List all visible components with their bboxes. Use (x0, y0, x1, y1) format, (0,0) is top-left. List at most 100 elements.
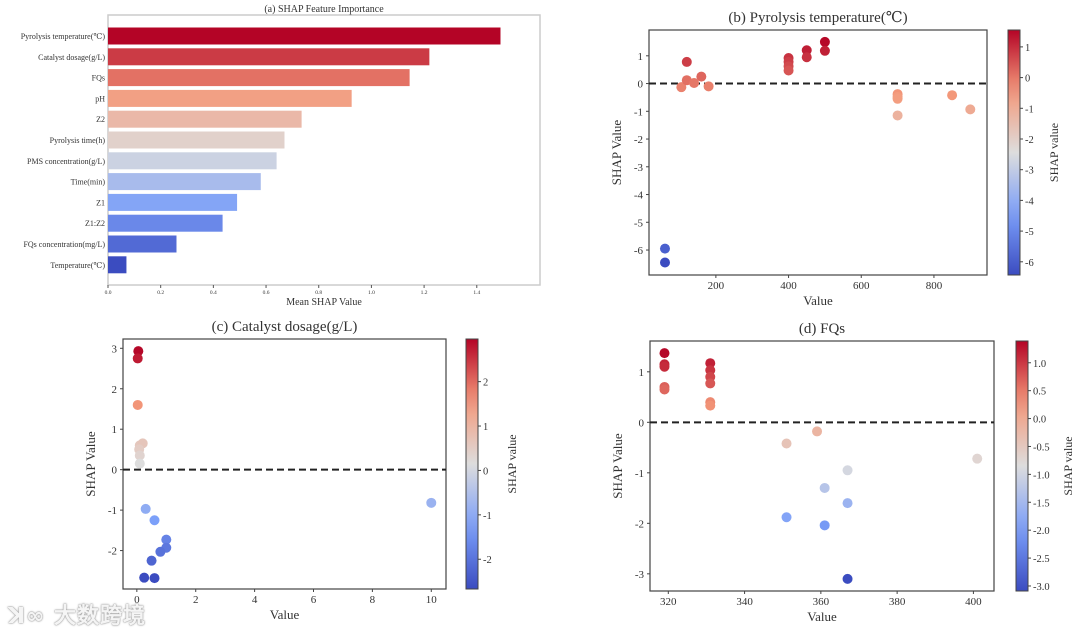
category-label: Pyrolysis temperature(℃) (21, 32, 106, 41)
x-tick-label-a: 0.8 (315, 290, 322, 296)
data-point-d (819, 520, 830, 531)
y-axis-label-b: SHAP Value (609, 120, 624, 186)
data-point-b (819, 45, 830, 56)
colorbar-tick-label-d: -2.5 (1033, 554, 1050, 565)
category-label: Temperature(℃) (50, 261, 105, 270)
category-label: Catalyst dosage(g/L) (38, 53, 105, 62)
category-label: pH (95, 94, 105, 103)
x-tick-label-c: 2 (193, 594, 199, 606)
colorbar-tick-label-d: -3.0 (1033, 582, 1050, 593)
bar-8 (108, 193, 238, 211)
x-tick-label-a: 1.2 (421, 290, 428, 296)
x-tick-label-d: 400 (965, 596, 982, 608)
y-tick-label-b: -2 (634, 134, 643, 146)
colorbar-tick-label-d: -1.0 (1033, 470, 1050, 481)
chart-title-a: (a) SHAP Feature Importance (264, 4, 384, 15)
y-tick-label-b: 1 (638, 51, 644, 63)
data-point-b (681, 56, 692, 67)
data-point-c (161, 534, 172, 545)
data-point-b (801, 52, 812, 63)
data-point-b (892, 93, 903, 104)
x-tick-label-a: 1.0 (368, 290, 375, 296)
category-label: Time(min) (71, 178, 106, 187)
y-tick-label-d: 1 (639, 367, 645, 379)
colorbar-tick-label-c: 2 (483, 378, 488, 389)
y-tick-label-b: -6 (634, 245, 644, 257)
data-point-b (689, 77, 700, 88)
data-point-c (133, 346, 144, 357)
y-tick-label-c: 2 (112, 384, 118, 396)
axes-frame-b (648, 29, 988, 276)
colorbar-tick-label-b: -4 (1025, 196, 1034, 207)
y-tick-label-d: -3 (635, 569, 645, 581)
x-tick-label-a: 0.4 (210, 290, 217, 296)
data-point-d (705, 400, 716, 411)
y-tick-label-d: 0 (639, 417, 645, 429)
data-point-b (892, 110, 903, 121)
x-tick-label-b: 400 (780, 280, 797, 292)
x-tick-label-c: 10 (426, 594, 438, 606)
colorbar-tick-label-c: -2 (483, 555, 492, 566)
category-label: Z1:Z2 (85, 219, 105, 228)
bar-1 (108, 48, 430, 66)
colorbar-tick-label-d: 1.0 (1033, 359, 1046, 370)
bar-6 (108, 152, 277, 170)
y-tick-label-d: -2 (635, 518, 644, 530)
data-point-c (140, 503, 151, 514)
data-point-c (426, 497, 437, 508)
y-axis-label-d: SHAP Value (610, 433, 625, 499)
data-point-d (659, 348, 670, 359)
data-point-b (819, 36, 830, 47)
axes-frame-d (649, 340, 995, 592)
colorbar-tick-label-d: -1.5 (1033, 498, 1050, 509)
data-point-c (132, 353, 143, 364)
data-point-c (149, 573, 160, 584)
bar-9 (108, 214, 223, 232)
x-tick-label-c: 6 (311, 594, 317, 606)
x-tick-label-c: 0 (134, 594, 140, 606)
x-tick-label-d: 320 (660, 596, 677, 608)
data-point-b (783, 65, 794, 76)
data-point-c (134, 450, 145, 461)
y-tick-label-c: 0 (112, 465, 118, 477)
data-point-c (146, 555, 157, 566)
data-point-b (676, 82, 687, 93)
y-tick-label-b: -5 (634, 217, 644, 229)
chart-title-d: (d) FQs (799, 321, 845, 337)
bar-0 (108, 27, 501, 45)
colorbar-tick-label-d: 0.5 (1033, 387, 1046, 398)
data-point-d (705, 378, 716, 389)
colorbar-tick-label-b: -1 (1025, 104, 1034, 115)
data-point-c (132, 399, 143, 410)
data-point-b (696, 71, 707, 82)
watermark-text: 大数跨境 (54, 604, 147, 629)
data-point-d (972, 453, 983, 464)
data-point-d (812, 426, 823, 437)
y-tick-label-c: 3 (112, 343, 118, 355)
data-point-b (659, 243, 670, 254)
data-point-b (659, 257, 670, 268)
y-tick-label-c: 1 (112, 424, 118, 436)
category-label: FQs concentration(mg/L) (23, 240, 105, 249)
colorbar-label-c: SHAP value (505, 434, 519, 493)
data-point-d (819, 482, 830, 493)
colorbar-c (465, 338, 479, 590)
x-tick-label-a: 0.0 (105, 290, 112, 296)
chart-title-c: (c) Catalyst dosage(g/L) (212, 319, 358, 335)
colorbar-tick-label-b: -6 (1025, 258, 1034, 269)
y-tick-label-c: -1 (108, 505, 117, 517)
data-point-c (134, 458, 145, 469)
bar-7 (108, 173, 261, 191)
category-label: Z2 (96, 115, 105, 124)
data-point-d (781, 512, 792, 523)
bar-11 (108, 256, 127, 274)
x-axis-label-c: Value (270, 607, 300, 622)
data-point-b (801, 45, 812, 56)
bar-2 (108, 69, 410, 87)
colorbar-tick-label-c: 1 (483, 422, 488, 433)
x-tick-label-b: 200 (708, 280, 725, 292)
x-tick-label-a: 1.4 (473, 290, 480, 296)
category-label: Pyrolysis time(h) (50, 136, 106, 145)
category-label: Z1 (96, 198, 105, 207)
